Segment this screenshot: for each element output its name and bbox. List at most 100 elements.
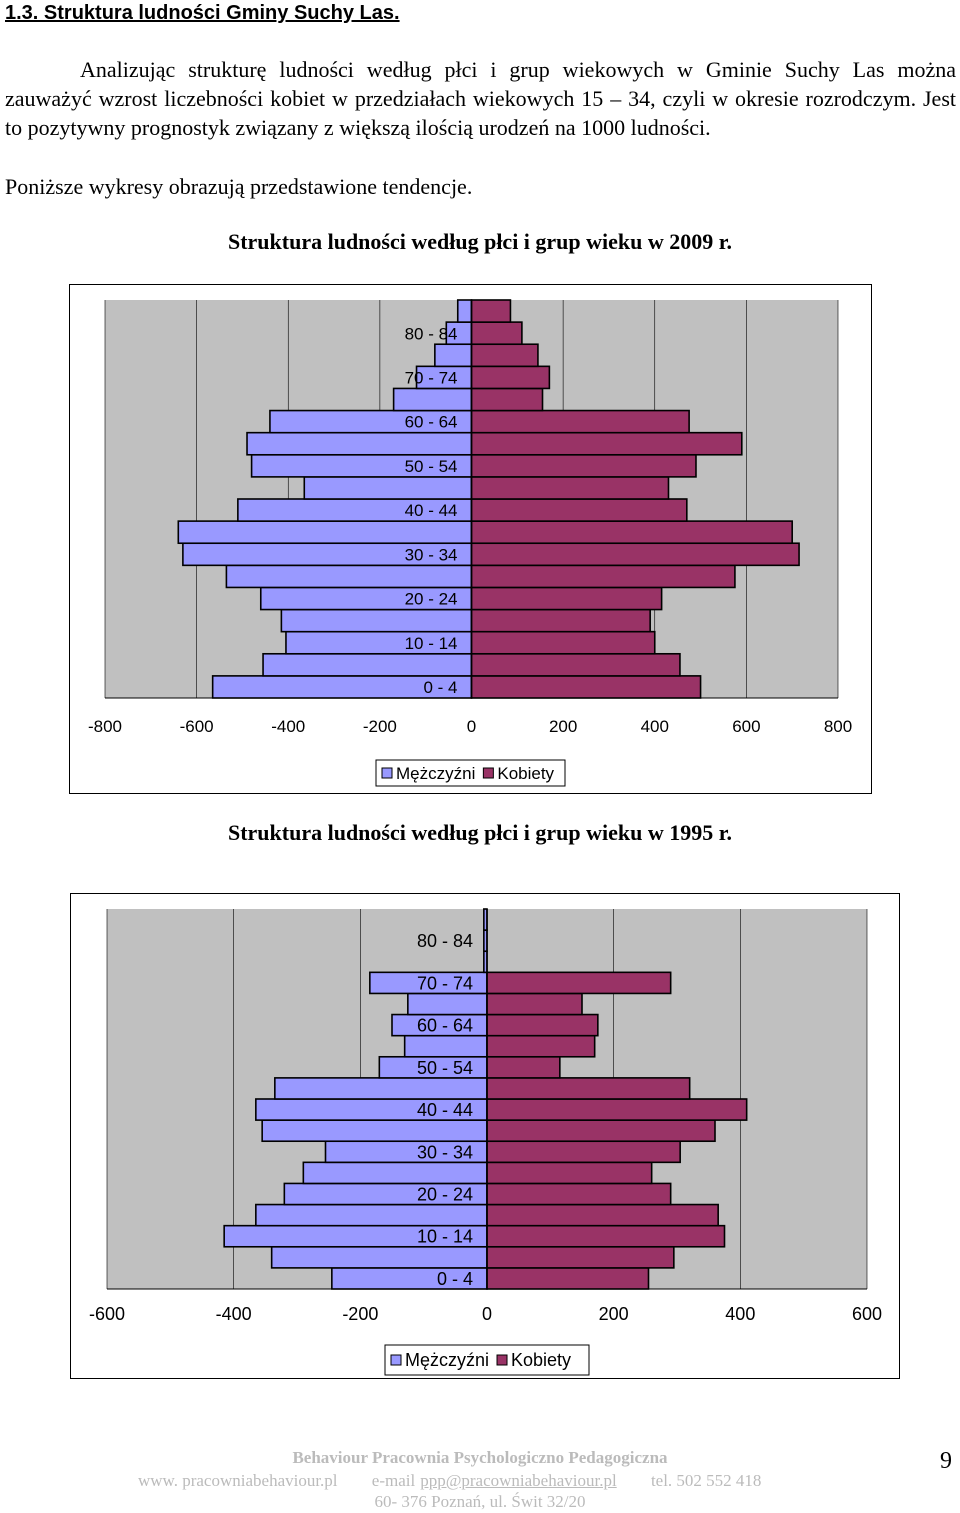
female-bar bbox=[470, 387, 544, 412]
legend-swatch-male bbox=[390, 1354, 402, 1366]
footer-email-prefix: e-mail bbox=[371, 1471, 416, 1490]
category-label: 50 - 54 bbox=[405, 457, 458, 476]
male-bar bbox=[261, 1119, 488, 1143]
female-bar bbox=[470, 520, 793, 545]
female-bar bbox=[486, 1161, 653, 1185]
category-label: 70 - 74 bbox=[417, 973, 473, 993]
footer-email: e-mail ppp@pracowniabehaviour.pl bbox=[372, 1471, 617, 1490]
male-bar bbox=[262, 652, 473, 677]
section-heading: 1.3. Struktura ludności Gminy Suchy Las. bbox=[5, 2, 400, 24]
female-bar bbox=[486, 1013, 599, 1037]
paragraph-analysis: Analizując strukturę ludności według płc… bbox=[5, 57, 956, 140]
female-bar bbox=[486, 1182, 672, 1206]
female-bar bbox=[486, 1077, 691, 1100]
male-bar bbox=[302, 1161, 488, 1185]
category-label: 80 - 84 bbox=[417, 931, 473, 951]
female-bar bbox=[470, 608, 651, 633]
footer-phone: tel. 502 552 418 bbox=[650, 1471, 762, 1490]
female-bar bbox=[486, 1267, 650, 1290]
category-label: 70 - 74 bbox=[405, 369, 458, 388]
x-tick-label: -600 bbox=[180, 717, 214, 736]
female-bar bbox=[470, 321, 523, 346]
x-tick-label: -600 bbox=[89, 1304, 125, 1324]
page-number: 9 bbox=[940, 1448, 952, 1474]
male-bar bbox=[407, 992, 488, 1016]
legend-box bbox=[384, 1344, 590, 1376]
female-bar bbox=[486, 1119, 716, 1143]
legend-swatch-male bbox=[381, 767, 393, 779]
footer-address: 60- 376 Poznań, ul. Świt 32/20 bbox=[374, 1492, 586, 1511]
male-bar bbox=[456, 299, 473, 323]
x-tick-label: -200 bbox=[363, 717, 397, 736]
legend-swatch-female bbox=[482, 767, 494, 779]
female-bar bbox=[470, 343, 539, 368]
category-label: 0 - 4 bbox=[423, 678, 457, 697]
x-tick-label: -400 bbox=[271, 717, 305, 736]
category-label: 30 - 34 bbox=[405, 545, 458, 564]
male-bar bbox=[270, 1245, 488, 1269]
x-tick-label: -200 bbox=[342, 1304, 378, 1324]
female-bar bbox=[470, 498, 688, 522]
chart-1995-frame: -600 -400 -200 0 200 400 600 0 - 4 10 - 14 20 - 2… bbox=[70, 893, 900, 1379]
male-bar bbox=[434, 343, 473, 368]
chart-2009: -800 -600 -400 -200 0 200 400 600 800 0 - 4 10 - 1… bbox=[88, 299, 852, 787]
chart-2009-frame: -800 -600 -400 -200 0 200 400 600 800 0 - 4 10 - 1… bbox=[69, 284, 872, 794]
category-label: 60 - 64 bbox=[417, 1016, 473, 1036]
male-bar bbox=[403, 1034, 488, 1058]
footer-website[interactable]: www. pracowniabehaviour.pl bbox=[138, 1471, 338, 1490]
x-tick-label: 400 bbox=[641, 717, 669, 736]
female-bar bbox=[470, 675, 702, 699]
footer-organization: Behaviour Pracownia Psychologiczno Pedag… bbox=[292, 1448, 668, 1467]
footer-contact: www. pracowniabehaviour.pl e-mail ppp@pra… bbox=[138, 1471, 791, 1491]
category-label: 30 - 34 bbox=[417, 1142, 473, 1162]
category-label: 40 - 44 bbox=[417, 1100, 473, 1120]
chart-1995: -600 -400 -200 0 200 400 600 0 - 4 10 - 14 20 - 2… bbox=[89, 908, 882, 1376]
male-bar bbox=[246, 431, 473, 456]
female-bar bbox=[486, 1055, 561, 1079]
legend-label-male: Mężczyźni bbox=[396, 764, 475, 783]
female-bar bbox=[470, 299, 512, 323]
female-bar bbox=[470, 652, 681, 677]
category-label: 10 - 14 bbox=[405, 634, 458, 653]
female-bar bbox=[486, 1203, 719, 1227]
female-bar bbox=[486, 1034, 596, 1058]
female-bar bbox=[486, 1224, 726, 1248]
male-bar bbox=[280, 608, 473, 633]
category-label: 40 - 44 bbox=[405, 501, 458, 520]
female-bar bbox=[470, 431, 743, 456]
female-bar bbox=[470, 630, 656, 655]
legend-label-female: Kobiety bbox=[497, 764, 554, 783]
x-tick-label: -800 bbox=[88, 717, 122, 736]
chart-1995-title: Struktura ludności według płci i grup wi… bbox=[227, 820, 733, 845]
x-tick-label: 600 bbox=[852, 1304, 882, 1324]
x-tick-label: 200 bbox=[599, 1304, 629, 1324]
x-tick-label: -400 bbox=[216, 1304, 252, 1324]
x-tick-label: 800 bbox=[824, 717, 852, 736]
female-bar bbox=[470, 476, 670, 500]
x-tick-label: 400 bbox=[725, 1304, 755, 1324]
male-bar bbox=[392, 387, 473, 412]
female-bar bbox=[470, 564, 736, 589]
paragraph-charts-intro: Poniższe wykresy obrazują przedstawione … bbox=[5, 174, 473, 199]
female-bar bbox=[486, 1098, 748, 1121]
male-bar bbox=[274, 1077, 488, 1100]
male-bar bbox=[255, 1203, 488, 1227]
male-bar bbox=[225, 564, 473, 589]
female-bar bbox=[486, 1140, 681, 1164]
female-bar bbox=[470, 365, 551, 390]
category-label: 20 - 24 bbox=[405, 590, 458, 609]
female-bar bbox=[470, 542, 800, 567]
legend-swatch-female bbox=[496, 1354, 508, 1366]
legend-box bbox=[375, 759, 566, 787]
legend-label-male: Mężczyźni bbox=[405, 1350, 489, 1370]
x-tick-label: 0 bbox=[467, 717, 476, 736]
category-label: 50 - 54 bbox=[417, 1058, 473, 1078]
category-label: 0 - 4 bbox=[437, 1269, 473, 1289]
female-bar bbox=[470, 409, 690, 434]
category-label: 60 - 64 bbox=[405, 413, 458, 432]
x-tick-label: 600 bbox=[732, 717, 760, 736]
female-bar bbox=[470, 453, 697, 478]
female-bar bbox=[486, 992, 583, 1016]
male-bar bbox=[177, 520, 473, 545]
footer-email-link[interactable]: ppp@pracowniabehaviour.pl bbox=[420, 1471, 617, 1490]
